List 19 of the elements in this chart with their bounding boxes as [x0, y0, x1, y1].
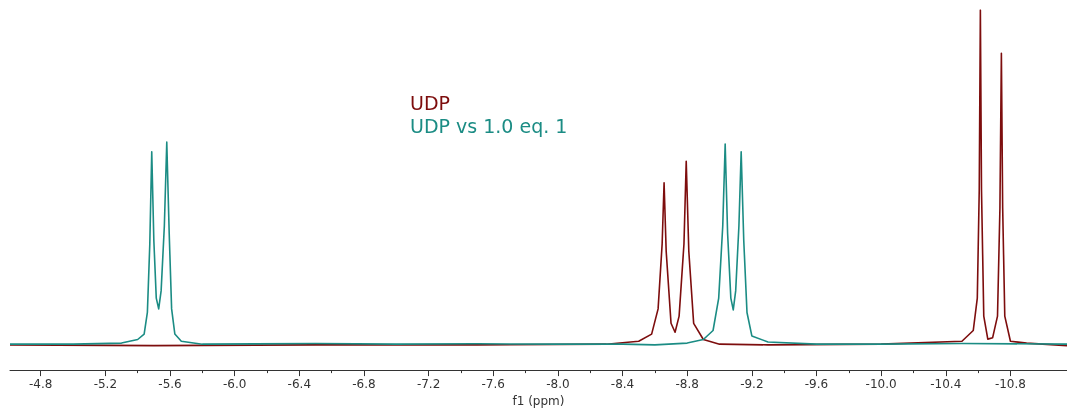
x-tick-label: -9.6 [804, 377, 829, 392]
x-axis-title: f1 (ppm) [512, 394, 565, 408]
x-tick-label: -6.0 [222, 377, 247, 392]
x-tick-label: -10.0 [865, 377, 897, 392]
text: UDP [410, 91, 450, 114]
x-tick-label: -5.2 [93, 377, 118, 392]
x-tick-label: -8.4 [610, 377, 635, 392]
x-tick-label: -9.2 [740, 377, 764, 392]
x-tick-label: -8.0 [546, 377, 570, 392]
x-tick-label: -10.4 [930, 377, 962, 392]
x-tick-label: -4.8 [29, 377, 53, 392]
x-tick-label: -6.8 [352, 377, 376, 392]
x-tick-label: -10.8 [994, 377, 1026, 392]
text: UDP vs 1.0 eq. 1 [410, 114, 568, 137]
x-tick-label: -5.6 [158, 377, 182, 392]
x-tick-label: -7.6 [481, 377, 505, 392]
x-tick-label: -8.8 [675, 377, 699, 392]
x-tick-label: -6.4 [287, 377, 312, 392]
x-tick-label: -7.2 [416, 377, 441, 392]
